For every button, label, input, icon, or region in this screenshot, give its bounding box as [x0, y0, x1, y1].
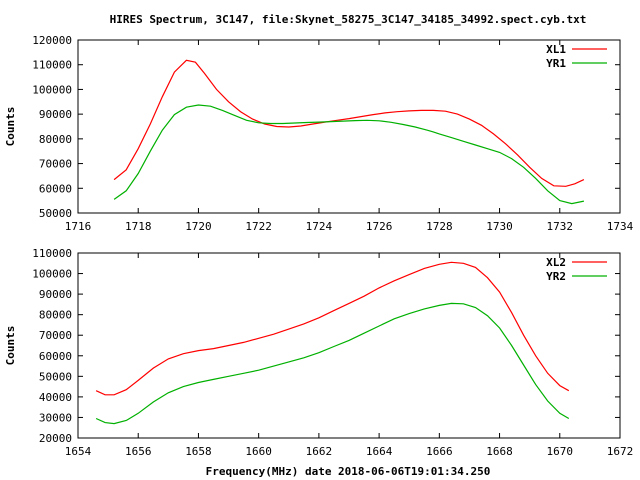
- y-tick-label: 100000: [32, 268, 72, 281]
- y-tick-label: 40000: [39, 391, 72, 404]
- y-tick-label: 20000: [39, 432, 72, 445]
- x-tick-label: 1664: [366, 445, 393, 458]
- x-tick-label: 1672: [607, 445, 634, 458]
- y-tick-label: 50000: [39, 207, 72, 220]
- series-line-yr2: [95, 302, 570, 425]
- plot-frame: [77, 252, 621, 439]
- legend-label-yr1: YR1: [546, 57, 566, 70]
- y-tick-label: 80000: [39, 309, 72, 322]
- x-tick-label: 1658: [185, 445, 212, 458]
- x-tick-label: 1720: [185, 220, 212, 233]
- x-tick-label: 1660: [245, 445, 272, 458]
- y-tick-label: 120000: [32, 34, 72, 47]
- x-tick-label: 1668: [486, 445, 513, 458]
- series-line-xl1: [113, 59, 585, 187]
- y-tick-label: 30000: [39, 411, 72, 424]
- y-axis-label: Counts: [4, 107, 17, 147]
- x-tick-label: 1730: [486, 220, 513, 233]
- legend-label-xl1: XL1: [546, 43, 566, 56]
- y-tick-label: 60000: [39, 350, 72, 363]
- y-axis-label: Counts: [4, 326, 17, 366]
- plot-frame: [77, 39, 621, 214]
- x-tick-label: 1670: [547, 445, 574, 458]
- legend-label-xl2: XL2: [546, 256, 566, 269]
- y-tick-label: 90000: [39, 288, 72, 301]
- x-tick-label: 1718: [125, 220, 152, 233]
- x-tick-label: 1728: [426, 220, 453, 233]
- y-tick-label: 110000: [32, 247, 72, 260]
- x-tick-label: 1666: [426, 445, 453, 458]
- x-tick-label: 1656: [125, 445, 152, 458]
- x-tick-label: 1726: [366, 220, 393, 233]
- x-tick-label: 1724: [306, 220, 333, 233]
- y-tick-label: 90000: [39, 108, 72, 121]
- y-tick-label: 100000: [32, 83, 72, 96]
- panel-2: 1654 1656 1658 1660 1662 1664 1666 1668 1670 1672…: [4, 247, 633, 458]
- panel-1: 1716 1718 1720 1722 1724 1726 1728 1730 1732 1734…: [4, 34, 634, 233]
- x-tick-label: 1732: [547, 220, 574, 233]
- x-tick-label: 1722: [245, 220, 272, 233]
- series-line-yr1: [113, 104, 585, 205]
- x-tick-label: 1716: [65, 220, 92, 233]
- x-tick-label: 1662: [306, 445, 333, 458]
- x-tick-label: 1734: [607, 220, 634, 233]
- bottom-x-axis-label: Frequency(MHz) date 2018-06-06T19:01:34.…: [206, 465, 491, 478]
- legend-label-yr2: YR2: [546, 270, 566, 283]
- y-tick-label: 60000: [39, 182, 72, 195]
- y-tick-label: 80000: [39, 133, 72, 146]
- figure-title: HIRES Spectrum, 3C147, file:Skynet_58275…: [110, 13, 587, 26]
- y-tick-label: 50000: [39, 370, 72, 383]
- y-tick-label: 70000: [39, 329, 72, 342]
- y-tick-label: 70000: [39, 158, 72, 171]
- series-line-xl2: [95, 261, 570, 396]
- y-tick-label: 110000: [32, 59, 72, 72]
- x-tick-label: 1654: [65, 445, 92, 458]
